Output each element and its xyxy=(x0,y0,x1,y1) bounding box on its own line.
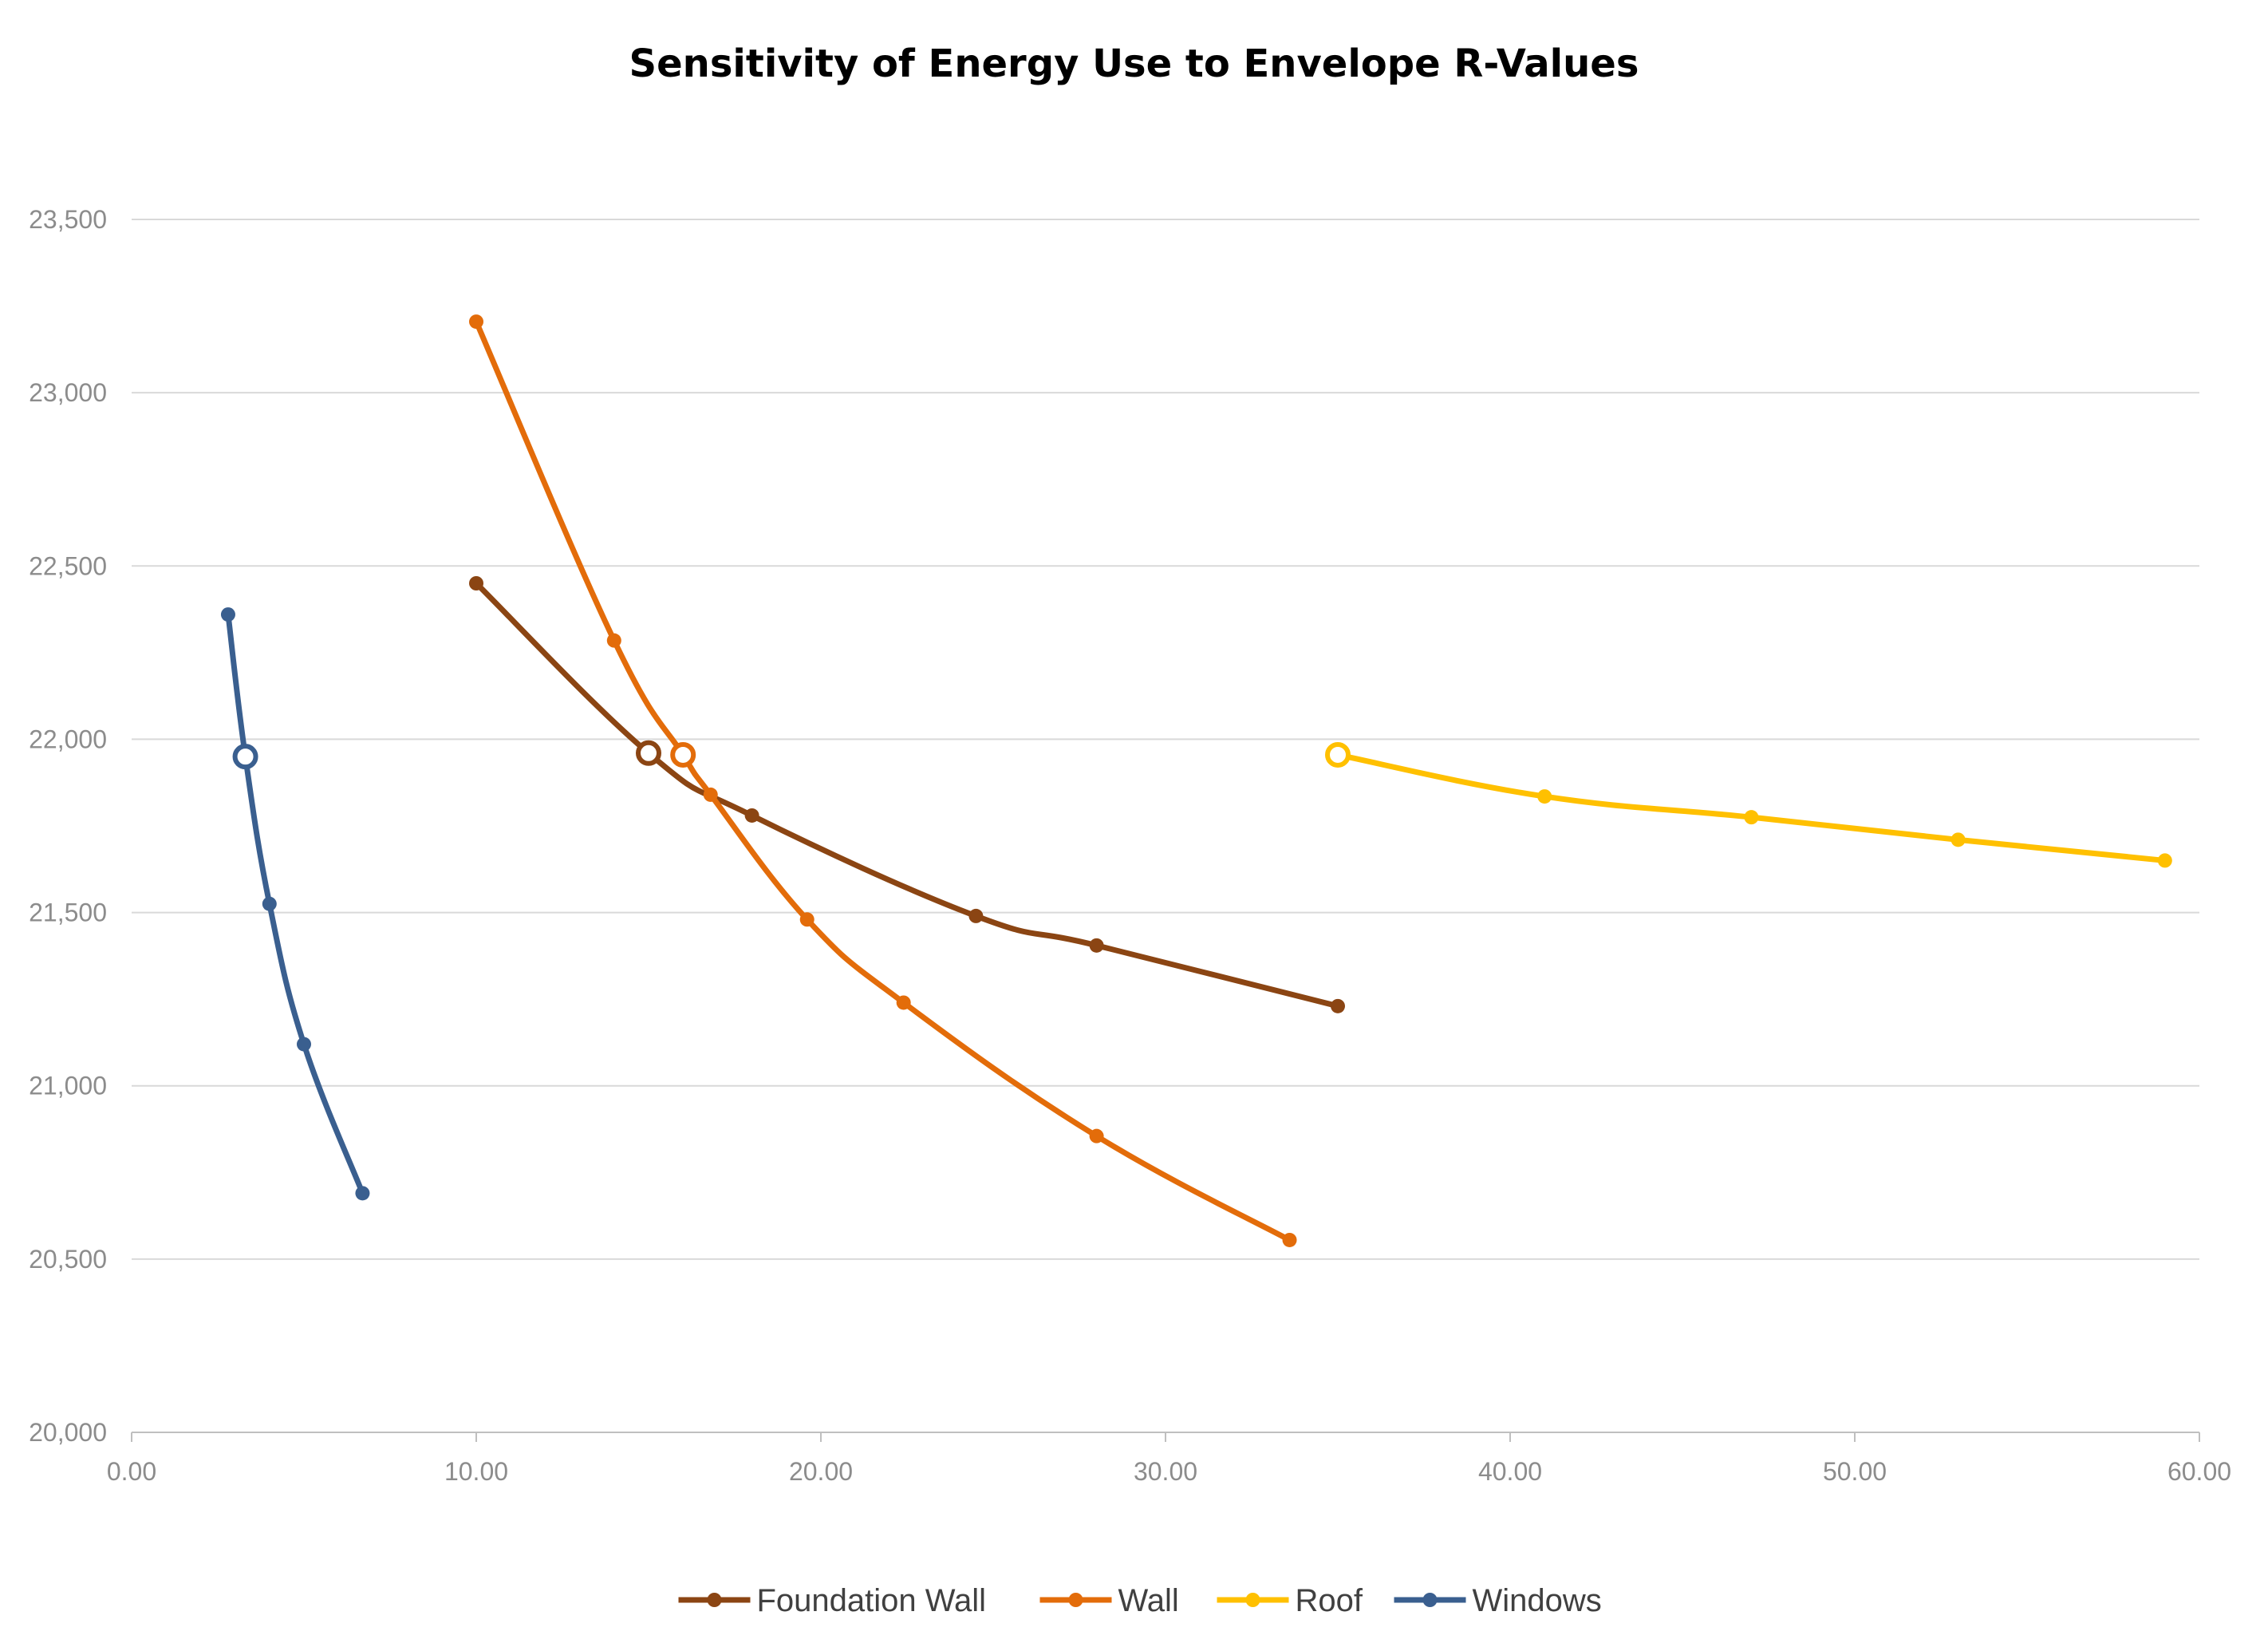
data-point-roof xyxy=(1537,789,1552,804)
series-layer xyxy=(220,314,2172,1247)
axes: 20,000 20,500 21,000 21,500 22,000 22,500 23,0… xyxy=(29,205,2231,1486)
y-tick-label: 20,500 xyxy=(29,1245,107,1274)
series-foundation-wall xyxy=(469,576,1345,1013)
legend-item-wall: Wall xyxy=(1039,1583,1179,1618)
legend-swatch-marker xyxy=(1422,1593,1438,1607)
gridlines xyxy=(132,219,2199,1260)
chart-title: Sensitivity of Energy Use to Envelope R-… xyxy=(629,41,1639,86)
data-point-wall xyxy=(703,787,718,802)
data-point-wall xyxy=(1282,1232,1297,1247)
series-windows xyxy=(220,607,370,1201)
data-point-roof xyxy=(1744,810,1759,825)
legend-label: Roof xyxy=(1296,1583,1363,1618)
data-point-windows xyxy=(220,607,235,622)
data-point-wall xyxy=(1089,1128,1104,1143)
baseline-point-foundation-wall xyxy=(636,740,661,766)
data-point-roof xyxy=(1950,832,1966,847)
legend-label: Foundation Wall xyxy=(757,1583,987,1618)
data-point-foundation-wall xyxy=(1089,938,1104,953)
data-point-wall xyxy=(799,912,815,927)
y-tick-label: 22,500 xyxy=(29,551,107,580)
legend-swatch-marker xyxy=(1245,1593,1260,1607)
x-tick-label: 30.00 xyxy=(1134,1457,1197,1486)
data-point-windows xyxy=(355,1186,370,1201)
data-point-foundation-wall xyxy=(469,576,483,590)
legend-item-roof: Roof xyxy=(1217,1583,1363,1618)
legend: Foundation Wall Wall Roof Windows xyxy=(678,1583,1602,1618)
x-tick-label: 50.00 xyxy=(1823,1457,1887,1486)
data-point-foundation-wall xyxy=(1331,998,1345,1013)
legend-swatch-marker xyxy=(707,1593,722,1607)
y-tick-label: 23,500 xyxy=(29,205,107,234)
legend-label: Windows xyxy=(1473,1583,1602,1618)
baseline-point-wall xyxy=(670,741,696,768)
data-point-wall xyxy=(469,314,483,330)
data-point-wall xyxy=(606,633,621,648)
x-tick-label: 60.00 xyxy=(2167,1457,2231,1486)
series-roof xyxy=(1325,741,2172,868)
y-tick-label: 21,500 xyxy=(29,899,107,927)
legend-label: Wall xyxy=(1118,1583,1179,1618)
legend-swatch-marker xyxy=(1068,1593,1083,1607)
series-line-wall xyxy=(473,318,1293,1243)
data-point-wall xyxy=(896,995,911,1010)
series-line-windows xyxy=(225,611,365,1196)
data-point-roof xyxy=(2157,853,2172,868)
y-tick-label: 20,000 xyxy=(29,1418,107,1447)
y-tick-label: 23,000 xyxy=(29,378,107,407)
series-wall xyxy=(469,314,1297,1247)
y-tick-label: 22,000 xyxy=(29,725,107,753)
data-point-windows xyxy=(262,896,277,911)
x-tick-label: 20.00 xyxy=(789,1457,853,1486)
y-tick-label: 21,000 xyxy=(29,1072,107,1100)
legend-item-windows: Windows xyxy=(1394,1583,1602,1618)
series-line-roof xyxy=(1335,752,2168,863)
x-tick-label: 10.00 xyxy=(444,1457,508,1486)
x-tick-label: 40.00 xyxy=(1478,1457,1542,1486)
x-tick-label: 0.00 xyxy=(107,1457,156,1486)
series-line-foundation-wall xyxy=(473,580,1341,1009)
legend-item-foundation-wall: Foundation Wall xyxy=(678,1583,987,1618)
baseline-point-roof xyxy=(1325,741,1351,768)
data-point-windows xyxy=(297,1037,311,1052)
baseline-point-windows xyxy=(232,744,258,770)
data-point-foundation-wall xyxy=(968,908,984,923)
data-point-foundation-wall xyxy=(744,808,759,823)
